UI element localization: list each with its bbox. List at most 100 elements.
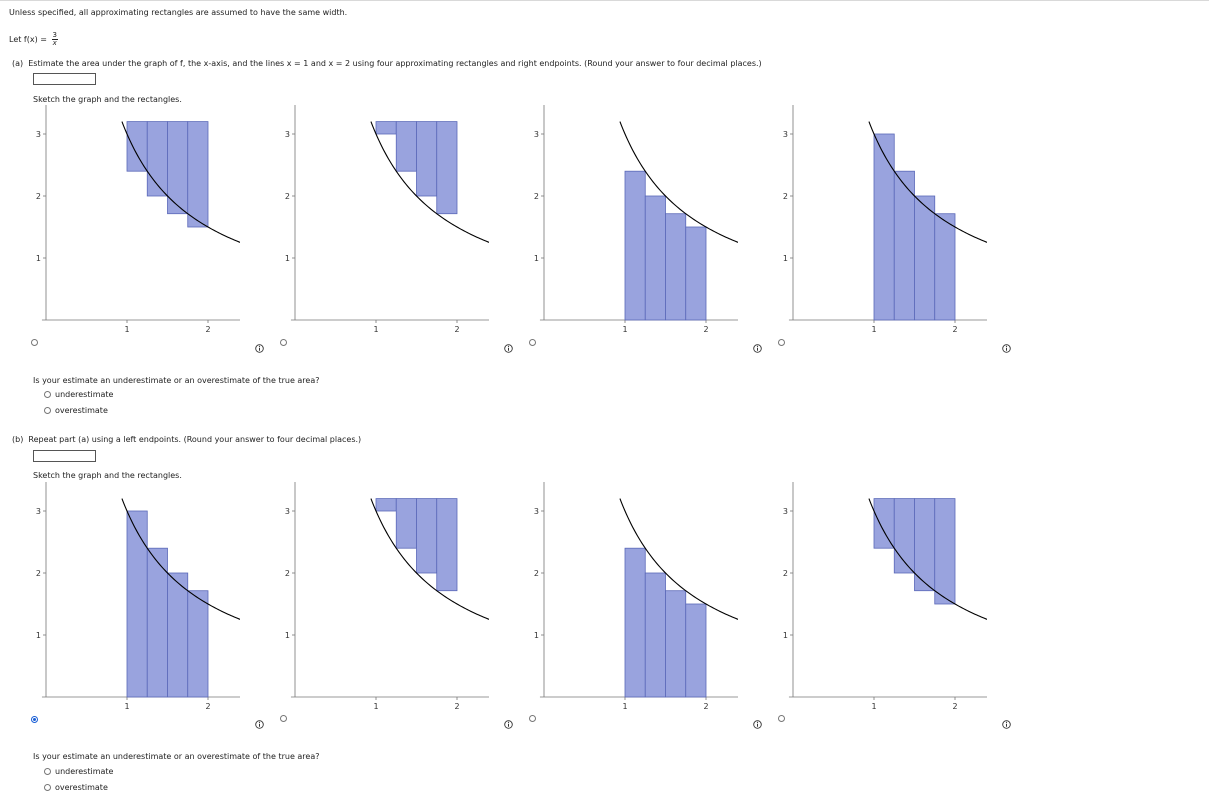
fraction-denominator: x <box>52 39 57 47</box>
approximating-rectangle <box>187 121 209 228</box>
info-icon[interactable] <box>753 720 762 729</box>
info-icon[interactable] <box>753 344 762 353</box>
intro-text: Unless specified, all approximating rect… <box>9 8 348 17</box>
graph-option-a-2[interactable]: 12312yx <box>249 90 511 337</box>
x-tick-label: 2 <box>454 325 459 334</box>
y-tick-label: 1 <box>783 631 788 640</box>
x-tick-label: 2 <box>454 702 459 711</box>
y-tick-label: 1 <box>285 631 290 640</box>
approximating-rectangle <box>416 498 438 574</box>
function-curve <box>121 498 249 624</box>
part-a-answer-input[interactable] <box>33 73 96 85</box>
x-tick-label: 1 <box>871 325 876 334</box>
part-b-question-text: Repeat part (a) using a left endpoints. … <box>28 435 362 444</box>
rectangle-graph-3: 12312yx <box>783 90 1009 334</box>
graph-option-a-4[interactable]: 12312yx <box>747 90 1009 337</box>
x-tick-label: 1 <box>373 325 378 334</box>
graph-option-b-3[interactable]: 12312yx <box>498 467 760 714</box>
option-label: overestimate <box>55 406 108 415</box>
approximating-rectangle <box>624 170 646 321</box>
part-a-sketch-prompt: Sketch the graph and the rectangles. <box>33 95 182 104</box>
part-a-option-overestimate[interactable]: overestimate <box>44 406 108 415</box>
graph-option-b-1[interactable]: 12312yx <box>0 467 262 714</box>
part-a-under-over-question: Is your estimate an underestimate or an … <box>33 376 320 385</box>
info-icon[interactable] <box>255 720 264 729</box>
part-b-option-overestimate[interactable]: overestimate <box>44 783 108 792</box>
approximating-rectangle <box>167 572 189 698</box>
approximating-rectangle <box>873 133 895 321</box>
y-tick-label: 1 <box>36 631 41 640</box>
function-curve <box>370 498 498 624</box>
approximating-rectangle <box>934 213 956 321</box>
approximating-rectangle <box>416 121 438 197</box>
y-tick-label: 1 <box>534 631 539 640</box>
graph-choice-radio[interactable] <box>31 716 38 723</box>
approximating-rectangle <box>914 195 936 321</box>
info-icon[interactable] <box>255 344 264 353</box>
graph-choice-radio[interactable] <box>778 715 785 722</box>
approximating-rectangle <box>624 547 646 698</box>
y-tick-label: 3 <box>783 130 788 139</box>
graph-option-a-3[interactable]: 12312yx <box>498 90 760 337</box>
radio-button[interactable] <box>44 768 51 775</box>
approximating-rectangle <box>126 121 148 172</box>
graph-option-b-4[interactable]: 12312yx <box>747 467 1009 714</box>
radio-button[interactable] <box>44 391 51 398</box>
graph-choice-radio[interactable] <box>31 339 38 346</box>
graph-option-a-1[interactable]: 12312yx <box>0 90 262 337</box>
radio-button[interactable] <box>44 784 51 791</box>
info-icon[interactable] <box>504 720 513 729</box>
approximating-rectangle <box>914 498 936 592</box>
y-tick-label: 2 <box>36 192 41 201</box>
approximating-rectangle <box>436 121 458 215</box>
x-tick-label: 1 <box>124 325 129 334</box>
part-a-question: (a) Estimate the area under the graph of… <box>12 59 762 68</box>
approximating-rectangle <box>436 498 458 592</box>
option-label: underestimate <box>55 390 114 399</box>
graph-option-b-2[interactable]: 12312yx <box>249 467 511 714</box>
y-tick-label: 3 <box>285 130 290 139</box>
rectangle-graph-4: 12312yx <box>36 467 262 711</box>
approximating-rectangle <box>167 121 189 215</box>
function-curve <box>619 498 747 624</box>
x-tick-label: 2 <box>703 702 708 711</box>
y-tick-label: 2 <box>783 569 788 578</box>
approximating-rectangle <box>375 121 397 135</box>
graph-choice-radio[interactable] <box>280 715 287 722</box>
option-label: overestimate <box>55 783 108 792</box>
graph-choice-radio[interactable] <box>529 715 536 722</box>
x-tick-label: 2 <box>205 325 210 334</box>
y-tick-label: 3 <box>36 507 41 516</box>
graph-choice-radio[interactable] <box>778 339 785 346</box>
approximating-rectangle <box>126 510 148 698</box>
part-b-under-over-question: Is your estimate an underestimate or an … <box>33 752 320 761</box>
fraction-numerator: 3 <box>51 31 58 40</box>
y-tick-label: 1 <box>36 254 41 263</box>
x-tick-label: 2 <box>952 325 957 334</box>
approximating-rectangle <box>934 498 956 605</box>
info-icon[interactable] <box>1002 720 1011 729</box>
radio-button[interactable] <box>44 407 51 414</box>
y-tick-label: 2 <box>783 192 788 201</box>
part-a-option-underestimate[interactable]: underestimate <box>44 390 113 399</box>
approximating-rectangle <box>665 590 687 698</box>
part-b-question: (b) Repeat part (a) using a left endpoin… <box>12 435 361 444</box>
function-name: f(x) <box>23 35 38 44</box>
approximating-rectangle <box>685 226 707 321</box>
rectangle-graph-0: 12312yx <box>36 90 262 334</box>
part-b-answer-input[interactable] <box>33 450 96 462</box>
y-tick-label: 2 <box>36 569 41 578</box>
rectangle-graph-7: 12312yx <box>783 467 1009 711</box>
part-a-label: (a) <box>12 59 24 68</box>
approximating-rectangle <box>187 590 209 698</box>
y-tick-label: 1 <box>783 254 788 263</box>
graph-choice-radio[interactable] <box>280 339 287 346</box>
info-icon[interactable] <box>1002 344 1011 353</box>
graph-row-b: 12312yx12312yx12312yx12312yx <box>0 0 1209 729</box>
y-tick-label: 2 <box>285 569 290 578</box>
part-b-option-underestimate[interactable]: underestimate <box>44 767 113 776</box>
graph-choice-radio[interactable] <box>529 339 536 346</box>
function-curve <box>868 498 996 624</box>
function-curve <box>121 121 249 247</box>
info-icon[interactable] <box>504 344 513 353</box>
